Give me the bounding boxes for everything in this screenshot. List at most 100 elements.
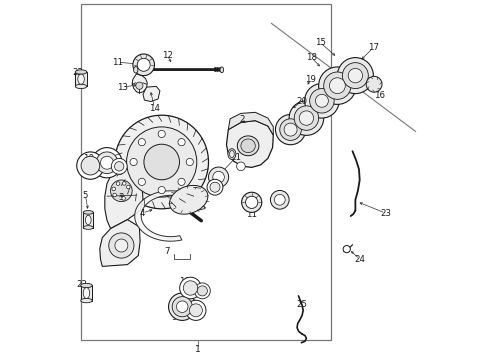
Text: 25: 25 [295, 300, 306, 309]
Circle shape [194, 283, 210, 299]
Ellipse shape [227, 149, 235, 159]
Circle shape [92, 148, 122, 178]
Text: 22: 22 [274, 198, 285, 207]
Ellipse shape [81, 283, 92, 288]
Text: 12: 12 [161, 50, 172, 59]
Polygon shape [104, 166, 142, 229]
Polygon shape [135, 191, 204, 241]
Circle shape [309, 89, 333, 113]
Circle shape [212, 171, 224, 183]
Text: 7: 7 [164, 247, 169, 256]
Circle shape [126, 185, 130, 189]
Text: 11: 11 [112, 58, 123, 67]
Ellipse shape [83, 288, 89, 298]
Text: 17: 17 [367, 43, 378, 52]
Text: 15: 15 [314, 38, 325, 47]
Circle shape [122, 197, 125, 200]
Polygon shape [132, 74, 147, 93]
Text: 13: 13 [117, 83, 128, 91]
Text: 9: 9 [171, 313, 177, 322]
Ellipse shape [241, 139, 255, 153]
Circle shape [115, 115, 208, 209]
Circle shape [189, 304, 202, 317]
Circle shape [366, 76, 381, 92]
Circle shape [108, 233, 134, 258]
Circle shape [133, 54, 154, 76]
Circle shape [122, 181, 126, 185]
Bar [81, 285, 92, 301]
Circle shape [136, 82, 142, 89]
Circle shape [304, 84, 339, 118]
Circle shape [101, 156, 113, 169]
Polygon shape [226, 121, 273, 167]
Text: 5: 5 [82, 191, 88, 199]
Circle shape [274, 194, 285, 205]
Text: 23: 23 [379, 209, 390, 217]
Circle shape [275, 114, 305, 145]
Circle shape [186, 158, 193, 166]
Text: 18: 18 [305, 53, 316, 62]
Text: 16: 16 [373, 91, 384, 100]
Text: 14: 14 [149, 104, 160, 112]
Text: 20: 20 [295, 97, 306, 106]
Circle shape [137, 58, 150, 71]
Circle shape [270, 190, 288, 209]
Text: 2: 2 [238, 115, 244, 124]
Ellipse shape [83, 226, 93, 229]
Circle shape [158, 186, 165, 194]
Text: 11: 11 [245, 210, 257, 219]
Circle shape [197, 286, 207, 296]
Text: 10: 10 [179, 277, 189, 286]
Circle shape [209, 182, 220, 192]
Circle shape [143, 144, 179, 180]
Text: 10: 10 [83, 154, 94, 163]
Circle shape [179, 277, 201, 299]
Circle shape [183, 281, 197, 295]
Ellipse shape [169, 185, 207, 214]
Circle shape [168, 293, 196, 320]
Ellipse shape [229, 150, 234, 158]
Circle shape [284, 123, 296, 136]
Ellipse shape [75, 84, 87, 89]
Circle shape [236, 162, 244, 171]
Ellipse shape [133, 67, 138, 73]
Circle shape [111, 158, 127, 174]
Circle shape [138, 139, 145, 146]
Circle shape [96, 152, 118, 174]
Bar [75, 72, 87, 86]
Circle shape [329, 78, 345, 94]
Text: 21: 21 [229, 153, 241, 162]
Ellipse shape [75, 70, 87, 74]
Bar [81, 4, 330, 340]
Circle shape [315, 94, 328, 107]
Text: 24: 24 [353, 255, 365, 264]
Polygon shape [100, 220, 140, 266]
Polygon shape [142, 86, 160, 102]
Circle shape [279, 119, 301, 140]
Circle shape [116, 182, 120, 185]
Text: 3: 3 [118, 194, 123, 202]
Text: 8: 8 [216, 172, 222, 181]
Circle shape [112, 187, 115, 191]
Text: 4: 4 [139, 209, 145, 217]
Circle shape [130, 158, 137, 166]
Circle shape [81, 156, 100, 175]
Circle shape [343, 246, 349, 253]
Text: 6: 6 [162, 147, 167, 156]
Circle shape [115, 239, 127, 252]
Circle shape [337, 58, 373, 94]
Circle shape [208, 167, 228, 187]
Circle shape [114, 162, 123, 171]
Bar [83, 212, 93, 228]
Text: 22: 22 [73, 68, 83, 77]
Circle shape [113, 193, 116, 197]
Circle shape [158, 130, 165, 138]
Circle shape [241, 192, 261, 212]
Ellipse shape [78, 74, 84, 84]
Circle shape [178, 178, 185, 185]
Circle shape [288, 101, 323, 135]
Ellipse shape [220, 67, 223, 73]
Circle shape [299, 111, 313, 125]
Ellipse shape [81, 298, 92, 303]
Circle shape [342, 63, 367, 89]
